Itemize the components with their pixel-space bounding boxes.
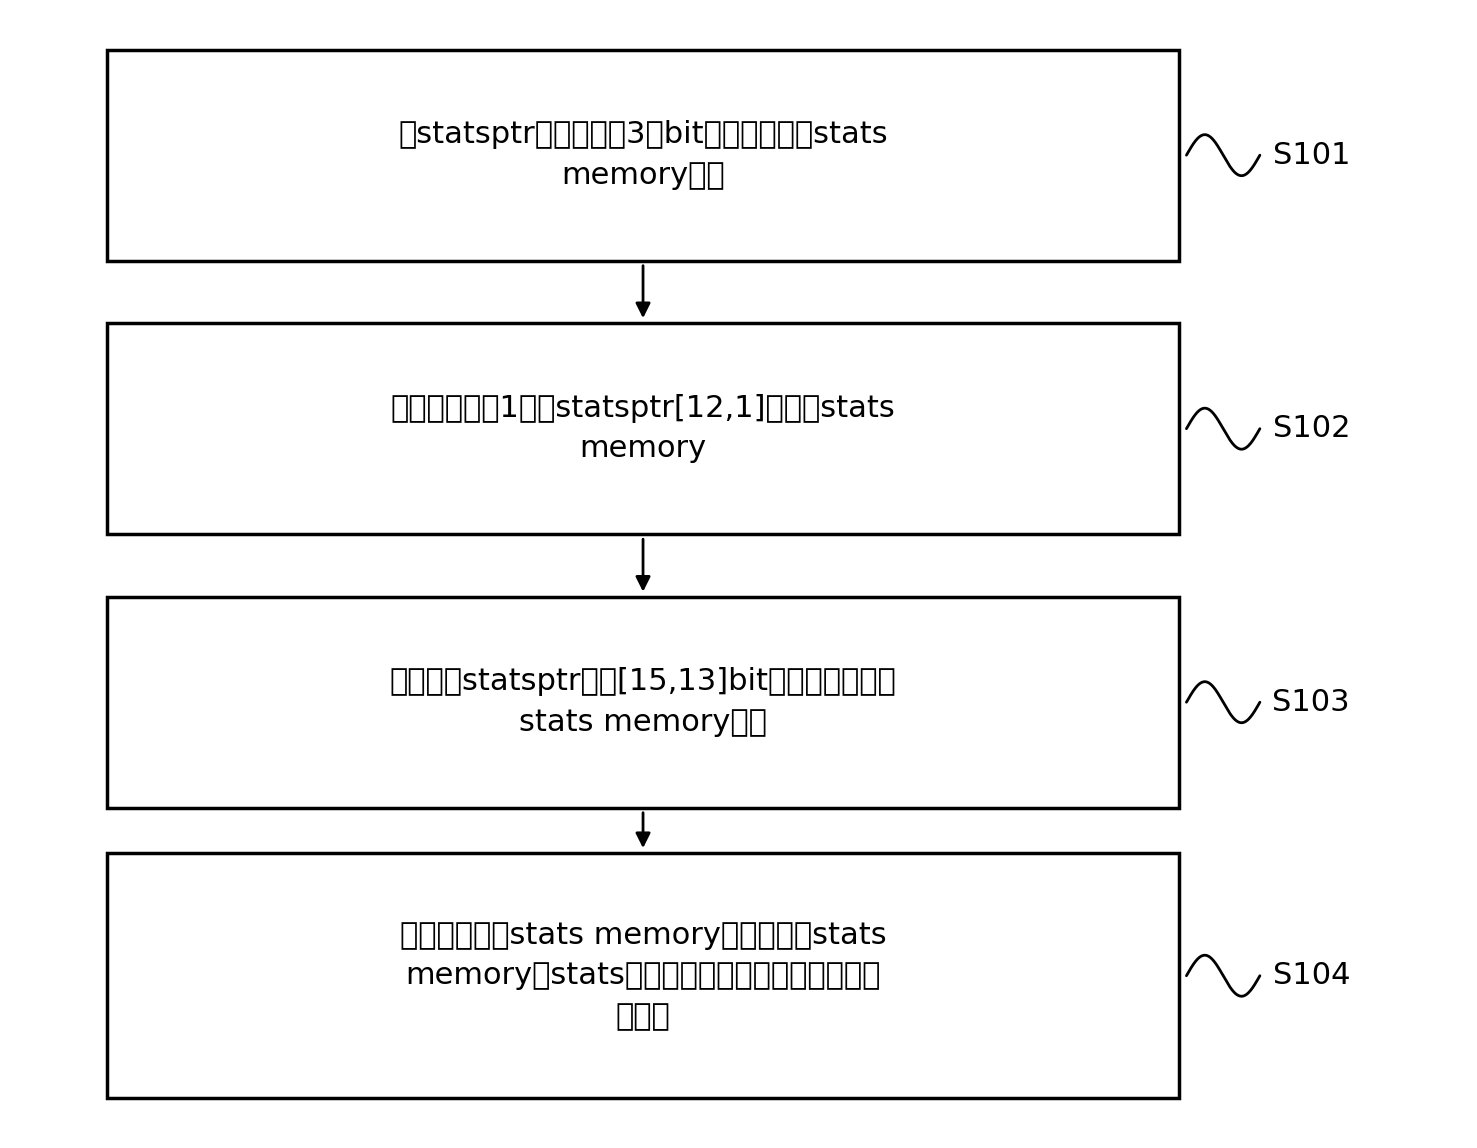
Text: 在statsptr的高位增加3个bit来表示不同的stats
memory模式: 在statsptr的高位增加3个bit来表示不同的stats memory模式 <box>399 121 888 189</box>
Bar <box>106 324 1179 534</box>
Text: S102: S102 <box>1273 414 1350 443</box>
Bar <box>106 853 1179 1099</box>
Text: 芯片根据左移1位的statsptr[12,1]来索引stats
memory: 芯片根据左移1位的statsptr[12,1]来索引stats memory <box>390 394 895 464</box>
Text: S101: S101 <box>1273 141 1350 170</box>
Text: S104: S104 <box>1273 961 1350 991</box>
Text: S103: S103 <box>1273 688 1350 716</box>
Text: 芯片根据statsptr的第[15,13]bit的值，判断所述
stats memory模式: 芯片根据statsptr的第[15,13]bit的值，判断所述 stats me… <box>390 667 897 737</box>
Bar <box>106 597 1179 808</box>
Text: 芯片根据所述stats memory模式来更新stats
memory，stats引擎对报文个数和报文字节数进
行统计: 芯片根据所述stats memory模式来更新stats memory，stat… <box>400 921 886 1031</box>
Bar <box>106 49 1179 261</box>
